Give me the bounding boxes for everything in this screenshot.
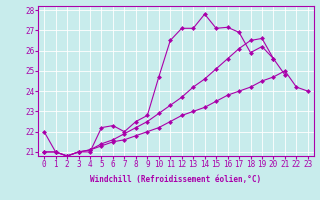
X-axis label: Windchill (Refroidissement éolien,°C): Windchill (Refroidissement éolien,°C)	[91, 175, 261, 184]
